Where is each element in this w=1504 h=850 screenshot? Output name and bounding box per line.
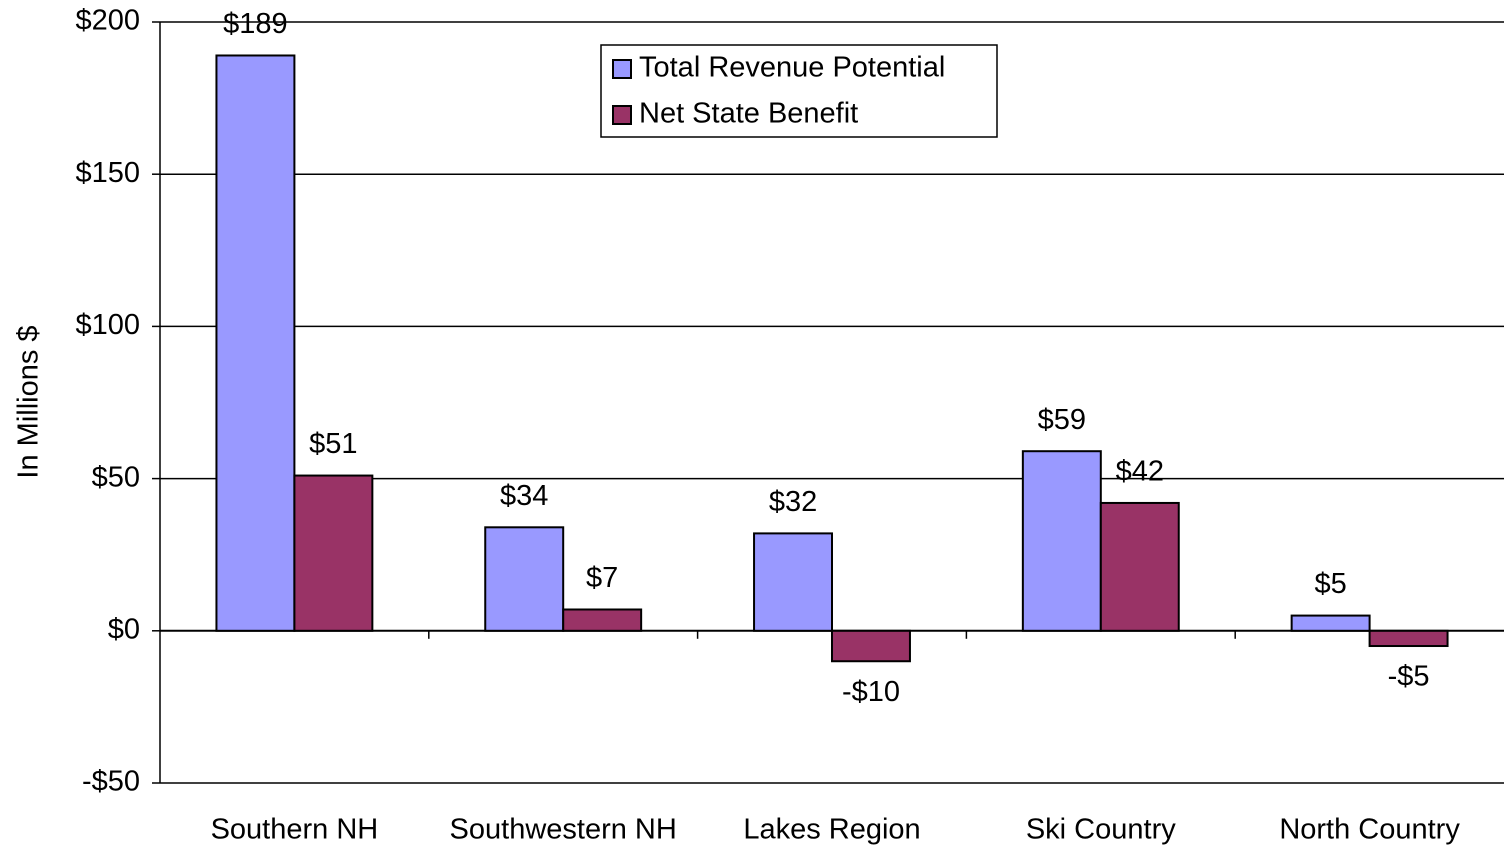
bar <box>293 474 374 632</box>
legend-label: Net State Benefit <box>639 98 858 130</box>
data-label: -$10 <box>842 676 900 708</box>
x-tick-label: Southwestern NH <box>450 814 677 846</box>
bar <box>1368 629 1449 648</box>
bar <box>215 54 296 632</box>
bar <box>562 608 643 632</box>
legend-swatch <box>612 59 632 79</box>
y-tick-label: $100 <box>75 309 140 341</box>
bar <box>1021 450 1102 632</box>
bar <box>831 629 911 663</box>
y-tick-label: $0 <box>108 613 140 645</box>
data-label: $189 <box>223 8 288 40</box>
x-tick-label: Ski Country <box>1026 814 1176 846</box>
data-label: -$5 <box>1388 661 1430 693</box>
bar <box>484 526 565 632</box>
legend-swatch <box>612 105 632 125</box>
data-label: $5 <box>1314 568 1346 600</box>
y-tick-label: -$50 <box>82 766 140 798</box>
data-label: $32 <box>769 486 817 518</box>
data-label: $34 <box>500 480 548 512</box>
data-label: $7 <box>586 562 618 594</box>
y-tick-label: $150 <box>75 157 140 189</box>
bar <box>1099 501 1180 632</box>
data-label: $51 <box>309 428 357 460</box>
y-tick-label: $200 <box>75 5 140 37</box>
data-label: $42 <box>1116 456 1164 488</box>
legend-label: Total Revenue Potential <box>639 52 945 84</box>
y-tick-label: $50 <box>92 461 140 493</box>
x-tick-label: Lakes Region <box>743 814 920 846</box>
legend-box <box>600 44 998 138</box>
bar <box>753 532 833 632</box>
bar <box>1290 614 1371 632</box>
x-tick-label: Southern NH <box>211 814 379 846</box>
x-tick-label: North Country <box>1279 814 1460 846</box>
data-label: $59 <box>1038 404 1086 436</box>
y-axis-label: In Millions $ <box>13 325 45 478</box>
